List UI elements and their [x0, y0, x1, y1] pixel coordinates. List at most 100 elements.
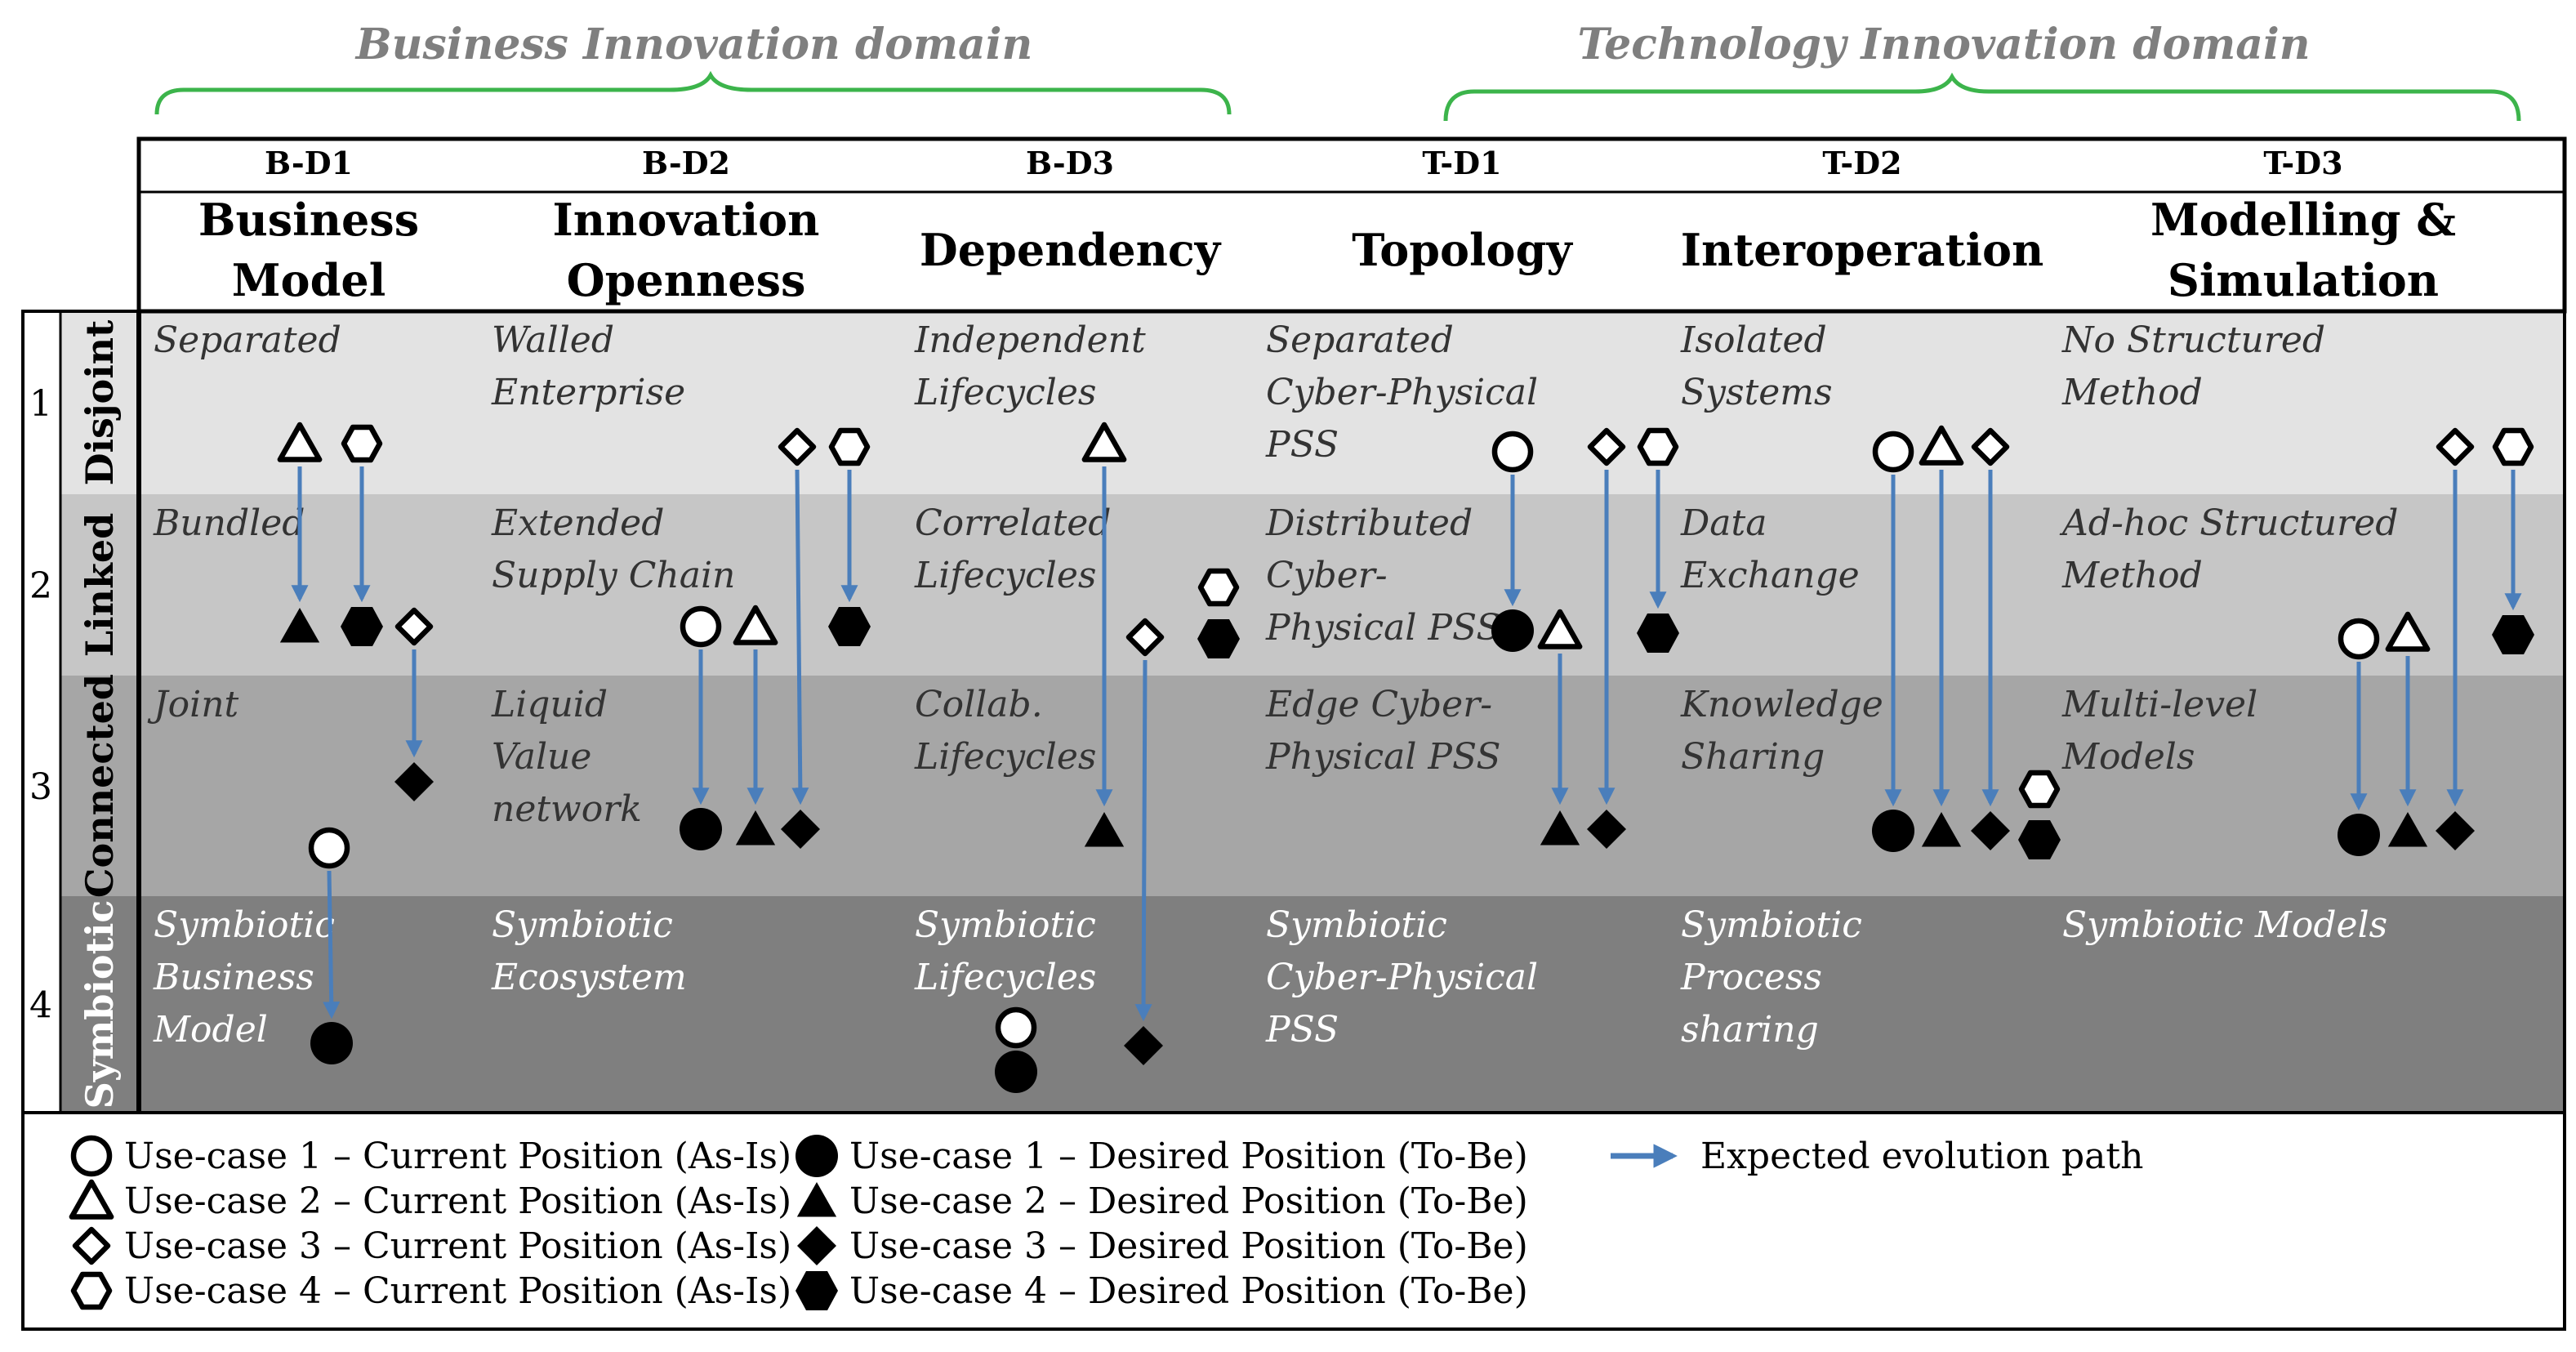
cell-text-l2-b-d1: Bundled: [153, 502, 305, 544]
legend-icon-uc3-to-be: [797, 1226, 836, 1265]
level-name-connected: Connected: [78, 674, 122, 898]
level-name-symbiotic: Symbiotic: [78, 900, 122, 1109]
cell-text-l1-t-d1: PSS: [1265, 424, 1339, 466]
dimension-code-b-d3: B-D3: [1026, 145, 1114, 181]
cell-text-l3-b-d2: network: [492, 788, 642, 830]
marker-uc4-as-is-b-d3-l2: [1197, 568, 1240, 607]
cell-text-l3-b-d2: Liquid: [491, 684, 608, 725]
dimension-title-t-d1: Topology: [1352, 224, 1573, 276]
marker-uc3-to-be-b-d2-l3: [781, 810, 820, 849]
cell-text-l4-t-d2: Symbiotic: [1681, 904, 1862, 946]
marker-uc2-to-be-b-d3-l3: [1084, 812, 1125, 847]
cell-text-l2-t-d3: Ad-hoc Structured: [2059, 502, 2398, 544]
marker-uc1-as-is-t-d1-l1: [1491, 431, 1534, 473]
level-number-3: 3: [29, 766, 52, 808]
marker-uc4-to-be-t-d1-l2: [1637, 614, 1679, 653]
cell-text-l2-b-d3: Correlated: [915, 502, 1111, 544]
marker-uc4-to-be-t-d3-l2: [2492, 615, 2534, 654]
marker-uc3-as-is-b-d3-l2: [1125, 618, 1165, 657]
level-3-band: [139, 676, 2565, 896]
level-2-band: [139, 494, 2565, 676]
marker-uc4-to-be-b-d1-l2: [341, 607, 383, 646]
cell-text-l4-b-d3: Lifecycles: [914, 957, 1096, 998]
level-name-disjoint: Disjoint: [78, 319, 122, 486]
level-name-1: [60, 311, 139, 494]
cell-text-l1-t-d1: Cyber-Physical: [1266, 372, 1538, 413]
cell-text-l4-b-d3: Symbiotic: [915, 904, 1096, 946]
marker-uc2-as-is-b-d2-l2: [733, 605, 778, 645]
cell-text-l1-t-d2: Systems: [1681, 372, 1833, 413]
level-number-1: 1: [29, 383, 52, 425]
marker-uc3-to-be-t-d2-l3: [1971, 811, 2010, 850]
cell-text-l1-b-d3: Lifecycles: [914, 372, 1096, 413]
cell-text-l4-b-d1: Business: [153, 957, 314, 998]
marker-uc1-to-be-t-d2-l3: [1872, 810, 1914, 852]
cell-text-l4-b-d1: Model: [153, 1009, 268, 1051]
cell-text-l2-b-d3: Lifecycles: [914, 555, 1096, 596]
marker-uc1-to-be-b-d2-l3: [680, 808, 722, 850]
dimension-code-t-d1: T-D1: [1422, 145, 1501, 181]
cell-text-l1-t-d3: No Structured: [2061, 319, 2325, 361]
marker-uc3-to-be-t-d1-l3: [1587, 810, 1626, 849]
marker-uc1-to-be-t-d1-l2: [1491, 609, 1534, 652]
marker-uc3-as-is-b-d1-l2: [394, 607, 434, 646]
level-name-4: [60, 896, 139, 1113]
marker-uc2-as-is-t-d3-l2: [2385, 611, 2431, 652]
level-1-band: [139, 311, 2565, 494]
cell-text-l2-t-d1: Physical PSS: [1265, 607, 1501, 649]
cell-text-l1-b-d3: Independent: [914, 319, 1146, 361]
legend-as-is-3: Use-case 3 – Current Position (As-Is): [124, 1225, 791, 1267]
cell-text-l4-b-d2: Ecosystem: [491, 957, 687, 998]
marker-uc4-as-is-t-d3-l1: [2492, 427, 2534, 466]
technology-domain-title: Technology Innovation domain: [1577, 20, 2310, 69]
marker-uc3-as-is-t-d3-l1: [2436, 427, 2475, 466]
evolution-arrow-uc3-b-d3: [1134, 659, 1152, 1022]
dimension-title-t-d3: Modelling &: [2150, 194, 2456, 246]
marker-uc2-as-is-t-d1-l2: [1537, 609, 1583, 649]
legend-to-be-1: Use-case 1 – Desired Position (To-Be): [849, 1136, 1528, 1177]
marker-uc4-as-is-t-d2-l3: [2018, 770, 2061, 809]
marker-uc4-to-be-b-d2-l2: [828, 607, 871, 646]
cell-text-l1-b-d1: Separated: [154, 319, 341, 361]
cell-text-l3-t-d3: Models: [2061, 736, 2195, 778]
evolution-arrow-uc3-b-d2: [791, 469, 809, 805]
marker-uc3-as-is-t-d1-l1: [1587, 427, 1626, 466]
evolution-paths: [291, 466, 2522, 1022]
cell-text-l3-b-d3: Collab.: [915, 684, 1043, 725]
dimension-headers: B-D1 Business Model B-D2 Innovation Openness B…: [198, 145, 2456, 306]
cell-text-l4-t-d1: Cyber-Physical: [1266, 957, 1538, 998]
cell-text-l3-t-d2: Sharing: [1681, 736, 1825, 778]
dimension-title-t-d3: Simulation: [2168, 254, 2439, 306]
marker-uc4-to-be-b-d3-l2: [1197, 619, 1240, 658]
legend-icon-uc3-as-is: [72, 1226, 111, 1265]
outer-frame: [21, 1111, 2566, 1331]
cell-text-l2-b-d2: Extended: [491, 502, 664, 544]
legend-icon-uc2-as-is: [69, 1179, 114, 1220]
marker-uc4-as-is-t-d1-l1: [1637, 427, 1679, 466]
dimension-title-b-d1: Business: [198, 194, 419, 246]
dimension-title-b-d1: Model: [232, 254, 386, 306]
evolution-arrow-uc1-b-d1: [323, 870, 341, 1020]
cell-text-l3-t-d2: Knowledge: [1680, 684, 1883, 725]
marker-uc3-to-be-b-d3-l4: [1124, 1026, 1163, 1065]
marker-uc3-to-be-b-d1-l3: [394, 762, 434, 801]
cell-text-l2-t-d2: Exchange: [1680, 555, 1860, 596]
dimension-title-b-d3: Dependency: [920, 224, 1222, 276]
legend-as-is-4: Use-case 4 – Current Position (As-Is): [124, 1270, 791, 1312]
marker-uc2-to-be-b-d1-l2: [279, 608, 320, 643]
marker-uc2-as-is-b-d1-l1: [277, 422, 323, 462]
cell-text-l4-b-d2: Symbiotic: [492, 904, 673, 946]
marker-uc1-to-be-b-d3-l4: [995, 1051, 1037, 1093]
cell-text-l3-t-d1: Physical PSS: [1265, 736, 1501, 778]
legend-icon-uc4-to-be: [796, 1271, 838, 1310]
cell-text-l2-t-d1: Cyber-: [1266, 555, 1388, 596]
marker-uc1-to-be-b-d1-l4: [310, 1022, 353, 1064]
dimension-title-t-d2: Interoperation: [1681, 224, 2044, 276]
technology-domain-brace: [1443, 72, 2521, 122]
cell-text-l2-t-d1: Distributed: [1265, 502, 1473, 544]
dimension-title-b-d2: Openness: [567, 254, 806, 306]
dimension-title-b-d2: Innovation: [553, 194, 820, 246]
business-domain-brace: [154, 70, 1232, 115]
cell-text-l3-b-d2: Value: [492, 736, 591, 778]
